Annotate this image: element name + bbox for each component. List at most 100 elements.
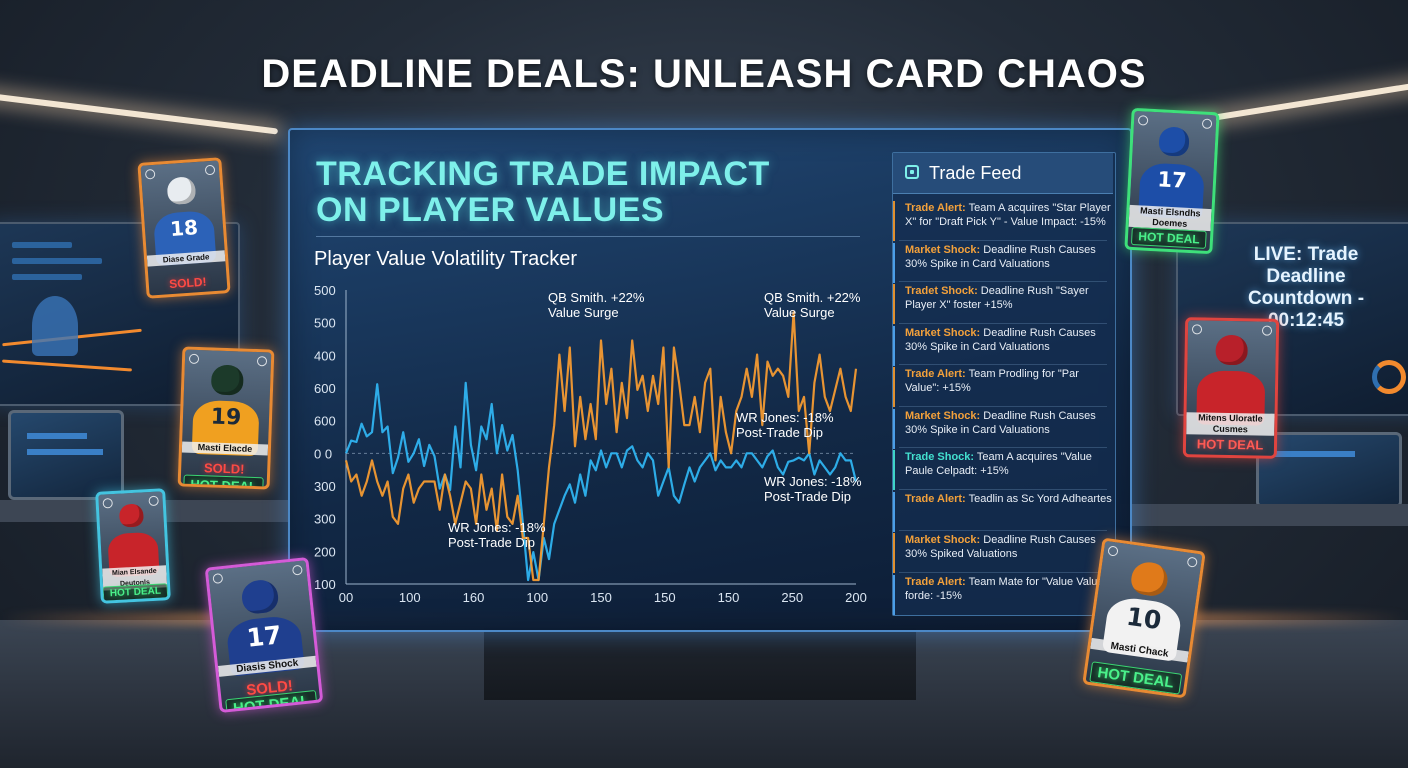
player-card[interactable]: 10 Masti Chack HOT DEAL xyxy=(1082,537,1206,699)
card-corner-icon xyxy=(1191,324,1203,335)
card-corner-icon xyxy=(144,168,156,180)
trade-feed: Trade Feed Trade Alert: Team A acquires … xyxy=(892,152,1116,616)
card-corner-icon xyxy=(204,164,216,176)
x-tick-label: 160 xyxy=(463,590,485,605)
feed-item[interactable]: Market Shock: Deadline Rush Causes 30% S… xyxy=(893,533,1113,573)
annotation-label: WR Jones: -18% xyxy=(736,410,834,425)
jersey-number: 17 xyxy=(1156,167,1188,193)
y-tick-label: 500 xyxy=(314,316,336,331)
y-tick-label: 300 xyxy=(314,479,336,494)
card-corner-icon xyxy=(291,564,303,576)
feed-item-text: Deadline Rush Causes 30% Spiked Valuatio… xyxy=(905,534,1096,560)
screen-trend-line xyxy=(2,359,132,372)
x-tick-label: 150 xyxy=(718,590,740,605)
helmet-icon xyxy=(240,578,280,616)
feed-item[interactable]: Trade Shock: Team A acquires "Value Paul… xyxy=(893,450,1113,490)
feed-item[interactable]: Trade Alert: Teadlin as Sc Yord Adhearte… xyxy=(893,491,1113,532)
annotation-sublabel: Post-Trade Dip xyxy=(736,425,823,440)
y-tick-label: 0 0 xyxy=(314,446,332,461)
countdown-timer: Countdown - 00:12:45 xyxy=(1247,288,1365,331)
feed-separator xyxy=(899,405,1107,407)
feed-item-tag: Trade Alert: xyxy=(905,575,966,588)
right-desk xyxy=(1120,504,1408,526)
annotation-sublabel: Value Surge xyxy=(764,305,835,320)
jersey-number: 10 xyxy=(1124,601,1164,636)
panel-title-line1: TRACKING TRADE IMPACT xyxy=(316,155,770,193)
card-corner-icon xyxy=(212,573,224,585)
ceiling-light-left xyxy=(0,92,279,135)
feed-item-text: Deadline Rush "Sayer Player X" foster +1… xyxy=(905,285,1089,311)
x-tick-label: 150 xyxy=(590,590,612,605)
feed-item[interactable]: Trade Alert: Team Prodling for "Par Valu… xyxy=(893,367,1113,407)
helmet-icon xyxy=(1215,334,1248,366)
feed-separator xyxy=(899,281,1107,282)
jersey-number: 17 xyxy=(245,619,283,653)
left-desk-monitor xyxy=(8,410,124,500)
card-player-name: Masti Elsndhs Doemes xyxy=(1128,204,1212,231)
feed-item-tag: Trade Alert: xyxy=(905,492,966,505)
chart-title: Player Value Volatility Tracker xyxy=(314,248,578,270)
annotation-label: WR Jones: -18% xyxy=(448,520,546,535)
player-card[interactable]: Mitens Uloratle Cusmes HOT DEAL xyxy=(1182,317,1280,459)
helmet-icon xyxy=(1129,559,1170,599)
feed-item-text: Team A acquires "Star Player X" for "Dra… xyxy=(905,202,1111,228)
card-corner-icon xyxy=(148,495,159,507)
card-corner-icon xyxy=(1186,556,1198,568)
screen-bar xyxy=(12,274,82,280)
page-title: DEADLINE DEALS: UNLEASH CARD CHAOS xyxy=(261,52,1147,96)
y-tick-label: 600 xyxy=(314,414,336,429)
x-tick-label: 250 xyxy=(781,590,803,605)
feed-separator xyxy=(899,447,1107,448)
helmet-icon xyxy=(166,175,197,205)
series-line-1 xyxy=(344,381,858,582)
player-card[interactable]: 17 Diasis Shock SOLD! HOT DEAL xyxy=(204,556,324,714)
panel-divider xyxy=(316,236,860,237)
annotation-sublabel: Post-Trade Dip xyxy=(448,535,535,550)
feed-separator xyxy=(899,364,1107,365)
y-tick-label: 300 xyxy=(314,512,336,527)
tracker-panel: TRACKING TRADE IMPACT ON PLAYER VALUES P… xyxy=(288,128,1132,632)
feed-item-tag: Market Shock: xyxy=(905,534,981,546)
trade-feed-header: Trade Feed xyxy=(893,153,1113,194)
feed-separator xyxy=(899,239,1107,241)
y-tick-label: 500 xyxy=(314,283,336,298)
countdown-line1: LIVE: Trade Deadline xyxy=(1253,244,1359,287)
feed-item-text: Deadline Rush Causes 30% Spike in Card V… xyxy=(905,326,1096,353)
player-card[interactable]: 17 Masti Elsndhs Doemes HOT DEAL xyxy=(1124,107,1220,255)
annotation-sublabel: Value Surge xyxy=(548,305,619,320)
feed-item[interactable]: Market Shock: Deadline Rush Causes 30% S… xyxy=(893,325,1113,366)
card-corner-icon xyxy=(1107,545,1119,557)
feed-item-tag: Trade Shock: xyxy=(905,451,975,463)
feed-item[interactable]: Trade Alert: Team Mate for "Value Value … xyxy=(893,574,1113,615)
player-card[interactable]: Mian Elsande Deutonls HOT DEAL xyxy=(95,488,171,604)
screen-ring xyxy=(1372,360,1406,394)
sold-badge: SOLD! xyxy=(168,274,207,291)
jersey-number: 19 xyxy=(210,404,242,431)
feed-item-text: Team Mate for "Value Value forde: -15% xyxy=(905,575,1104,602)
y-tick-label: 600 xyxy=(314,381,336,396)
trade-feed-title: Trade Feed xyxy=(929,163,1022,183)
feed-item-tag: Tradet Shock: xyxy=(905,285,978,297)
feed-item-tag: Market Shock: xyxy=(905,243,981,256)
helmet-icon xyxy=(118,503,144,528)
y-tick-label: 100 xyxy=(314,577,336,592)
feed-item[interactable]: Trade Alert: Team A acquires "Star Playe… xyxy=(893,201,1113,241)
feed-item[interactable]: Market Shock: Deadline Rush Causes 30% S… xyxy=(893,242,1113,283)
feed-separator xyxy=(899,571,1107,573)
feed-item-tag: Market Shock: xyxy=(905,326,981,339)
player-card[interactable]: 18 Diase Grade SOLD! xyxy=(137,157,231,299)
feed-item[interactable]: Market Shock: Deadline Rush Causes 30% S… xyxy=(893,408,1113,449)
hot-deal-badge: HOT DEAL xyxy=(102,583,169,602)
feed-item-tag: Market Shock: xyxy=(905,409,981,422)
screen-bar xyxy=(1275,451,1355,457)
feed-item-text: Deadline Rush Causes 30% Spike in Card V… xyxy=(905,409,1096,436)
helmet-icon xyxy=(211,364,244,396)
feed-item[interactable]: Tradet Shock: Deadline Rush "Sayer Playe… xyxy=(893,284,1113,324)
feed-separator xyxy=(899,322,1107,324)
x-tick-label: 150 xyxy=(654,590,676,605)
panel-title: TRACKING TRADE IMPACT ON PLAYER VALUES xyxy=(316,156,770,228)
screen-bar xyxy=(27,449,103,455)
player-card[interactable]: 19 Masti Elacde SOLD! HOT DEAL xyxy=(177,346,275,490)
feed-item-text: Team Prodling for "Par Value": +15% xyxy=(905,368,1079,394)
annotation-label: WR Jones: -18% xyxy=(764,474,862,489)
